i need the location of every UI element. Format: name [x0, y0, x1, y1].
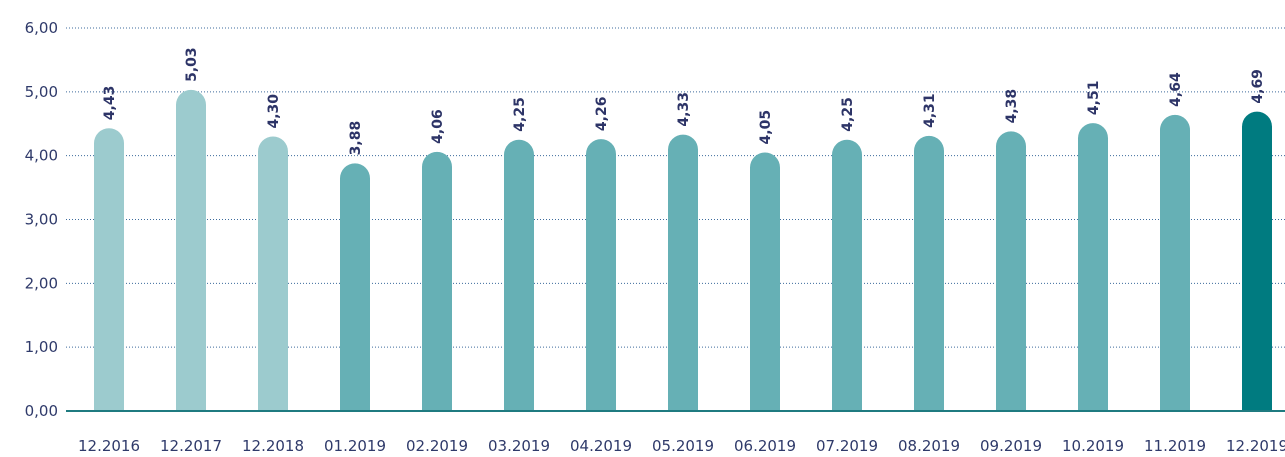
y-tick-label: 2,00 [25, 274, 58, 292]
x-tick-label: 12.2018 [242, 437, 304, 455]
x-tick-label: 04.2019 [570, 437, 632, 455]
value-label: 4,25 [840, 97, 856, 132]
bar [914, 135, 944, 411]
x-tick-label: 06.2019 [734, 437, 796, 455]
bar [586, 139, 616, 412]
value-label: 4,33 [676, 92, 692, 127]
value-label: 4,38 [1004, 89, 1020, 124]
y-tick-label: 4,00 [25, 147, 58, 165]
bar [750, 152, 780, 411]
bar [668, 134, 698, 411]
bar [832, 139, 862, 411]
value-label: 4,51 [1086, 81, 1102, 116]
y-tick-label: 5,00 [25, 83, 58, 101]
x-tick-label: 12.2016 [78, 437, 140, 455]
value-label: 4,31 [922, 93, 938, 128]
y-tick-label: 3,00 [25, 211, 58, 229]
bar [176, 89, 206, 412]
x-tick-label: 11.2019 [1144, 437, 1206, 455]
x-tick-label: 03.2019 [488, 437, 550, 455]
value-label: 4,06 [430, 109, 446, 144]
y-tick-label: 1,00 [25, 338, 58, 356]
x-tick-label: 02.2019 [406, 437, 468, 455]
value-label: 4,69 [1250, 69, 1266, 104]
x-tick-label: 01.2019 [324, 437, 386, 455]
value-label: 4,30 [266, 94, 282, 129]
value-label: 4,26 [594, 97, 610, 132]
bar [340, 163, 370, 411]
bar [1078, 123, 1108, 411]
value-label: 4,25 [512, 97, 528, 132]
bar [94, 128, 125, 411]
x-tick-label: 08.2019 [898, 437, 960, 455]
value-label: 5,03 [184, 47, 200, 82]
value-label: 4,43 [102, 86, 118, 121]
bar [996, 131, 1026, 411]
x-tick-label: 12.2019 [1226, 437, 1285, 455]
x-tick-label: 05.2019 [652, 437, 714, 455]
bar [422, 151, 452, 411]
value-label: 3,88 [348, 121, 364, 156]
bar [1160, 114, 1190, 411]
y-tick-label: 0,00 [25, 402, 58, 420]
x-tick-label: 09.2019 [980, 437, 1042, 455]
bar [504, 139, 534, 411]
x-tick-label: 10.2019 [1062, 437, 1124, 455]
value-label: 4,05 [758, 110, 774, 145]
bar [1242, 111, 1272, 411]
y-tick-label: 6,00 [25, 19, 58, 37]
bar [258, 136, 288, 412]
value-label: 4,64 [1168, 72, 1184, 107]
x-tick-label: 07.2019 [816, 437, 878, 455]
x-tick-label: 12.2017 [160, 437, 222, 455]
